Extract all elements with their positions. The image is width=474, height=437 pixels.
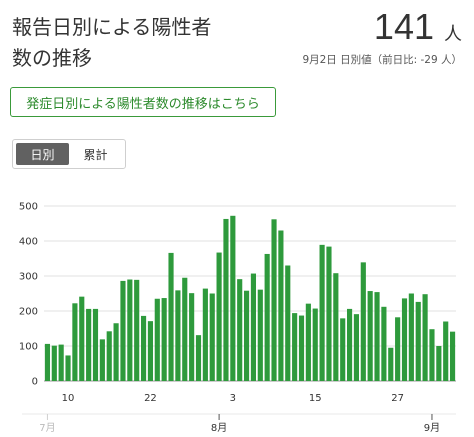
chart-bar[interactable] <box>395 317 401 381</box>
daily-cumulative-toggle: 日別 累計 <box>12 139 126 169</box>
chart-bar[interactable] <box>436 346 442 381</box>
page-title-line2: 数の推移 <box>12 46 92 70</box>
chart-bar[interactable] <box>250 273 257 381</box>
chart-bar[interactable] <box>292 313 298 381</box>
chart-bar[interactable] <box>223 218 229 381</box>
x-tick-label: 27 <box>391 393 404 404</box>
chart-bar[interactable] <box>134 279 140 381</box>
positive-count-unit: 人 <box>444 24 462 45</box>
chart-bar[interactable] <box>189 293 195 381</box>
chart-bar[interactable] <box>237 279 243 381</box>
x-tick-label: 10 <box>62 393 75 404</box>
chart-bar[interactable] <box>326 246 332 381</box>
y-tick-label: 300 <box>19 272 38 283</box>
chart-bar[interactable] <box>182 277 188 381</box>
chart-bar[interactable] <box>319 244 325 381</box>
chart-bar[interactable] <box>367 291 373 381</box>
chart-bar[interactable] <box>278 230 284 382</box>
y-tick-label: 400 <box>19 237 38 248</box>
page-title: 報告日別による陽性者 数の推移 <box>12 12 211 74</box>
chart-bar[interactable] <box>127 279 133 382</box>
chart-bar[interactable] <box>51 345 57 381</box>
chart-bar[interactable] <box>92 308 99 381</box>
chart-bar[interactable] <box>113 323 119 381</box>
chart-y-axis: 0 100 200 300 400 500 <box>19 202 38 388</box>
chart-bar[interactable] <box>374 292 380 381</box>
chart-bar[interactable] <box>209 293 215 382</box>
chart-bar[interactable] <box>360 262 366 381</box>
chart-bar[interactable] <box>65 355 71 381</box>
chart-bar[interactable] <box>140 315 147 381</box>
chart-x-axis: 10 22 3 15 27 7月 8月 9月 <box>22 393 456 434</box>
chart-bar[interactable] <box>72 303 78 381</box>
chart-bar[interactable] <box>195 335 202 381</box>
y-tick-label: 500 <box>19 202 38 213</box>
chart-bar[interactable] <box>147 321 154 381</box>
chart-bar[interactable] <box>175 290 181 381</box>
chart-bar[interactable] <box>202 288 208 381</box>
toggle-daily-option[interactable]: 日別 <box>16 143 69 165</box>
chart-bar[interactable] <box>422 294 428 381</box>
chart-bar[interactable] <box>443 321 449 382</box>
chart-bar[interactable] <box>449 331 456 381</box>
month-label: 9月 <box>424 422 440 434</box>
x-tick-label: 3 <box>230 393 236 404</box>
y-tick-label: 200 <box>19 307 38 318</box>
chart-bar[interactable] <box>161 298 167 381</box>
chart-bar[interactable] <box>120 280 126 381</box>
positive-count-value: 141 <box>373 6 434 47</box>
chart-bar[interactable] <box>44 343 51 381</box>
chart-bar[interactable] <box>353 314 360 381</box>
chart-bar[interactable] <box>264 253 270 381</box>
chart-bar[interactable] <box>230 215 236 381</box>
chart-bar[interactable] <box>106 331 112 381</box>
chart-bar[interactable] <box>257 289 263 381</box>
chart-gridlines <box>44 205 456 382</box>
chart-bar[interactable] <box>312 308 318 381</box>
month-label: 7月 <box>39 422 55 434</box>
chart-bar[interactable] <box>381 306 387 381</box>
onset-date-chart-link-button[interactable]: 発症日別による陽性者数の推移はこちら <box>10 87 276 117</box>
month-label: 8月 <box>211 422 227 434</box>
chart-bar[interactable] <box>298 315 305 381</box>
chart-bar[interactable] <box>429 329 435 381</box>
chart-bar[interactable] <box>271 219 277 381</box>
page-title-line1: 報告日別による陽性者 <box>12 15 212 39</box>
chart-bar[interactable] <box>79 296 85 381</box>
chart-bar[interactable] <box>99 339 105 381</box>
chart-bar[interactable] <box>388 347 394 381</box>
chart-bar[interactable] <box>285 265 291 382</box>
chart-bar[interactable] <box>340 318 346 381</box>
y-tick-label: 0 <box>32 377 38 388</box>
chart-bar[interactable] <box>58 344 64 381</box>
y-tick-label: 100 <box>19 342 38 353</box>
chart-bar[interactable] <box>415 301 421 381</box>
chart-bar[interactable] <box>305 303 311 381</box>
chart-bar[interactable] <box>333 273 339 381</box>
daily-positive-bar-chart: 0 100 200 300 400 500 10 22 3 15 27 7月 8月 9月 <box>19 202 456 434</box>
chart-bar[interactable] <box>401 298 408 381</box>
chart-bar[interactable] <box>86 308 92 381</box>
chart-bar[interactable] <box>408 293 414 382</box>
chart-bars <box>44 215 456 382</box>
chart-bar[interactable] <box>168 252 174 381</box>
chart-bar[interactable] <box>243 290 250 381</box>
chart-bar[interactable] <box>216 252 222 381</box>
chart-bar[interactable] <box>154 298 160 381</box>
x-tick-label: 15 <box>309 393 322 404</box>
daily-value-date-label: 9月2日 日別値（前日比: -29 人） <box>302 54 462 66</box>
chart-bar[interactable] <box>346 308 353 381</box>
toggle-cumulative-option[interactable]: 累計 <box>83 147 108 162</box>
x-tick-label: 22 <box>144 393 157 404</box>
